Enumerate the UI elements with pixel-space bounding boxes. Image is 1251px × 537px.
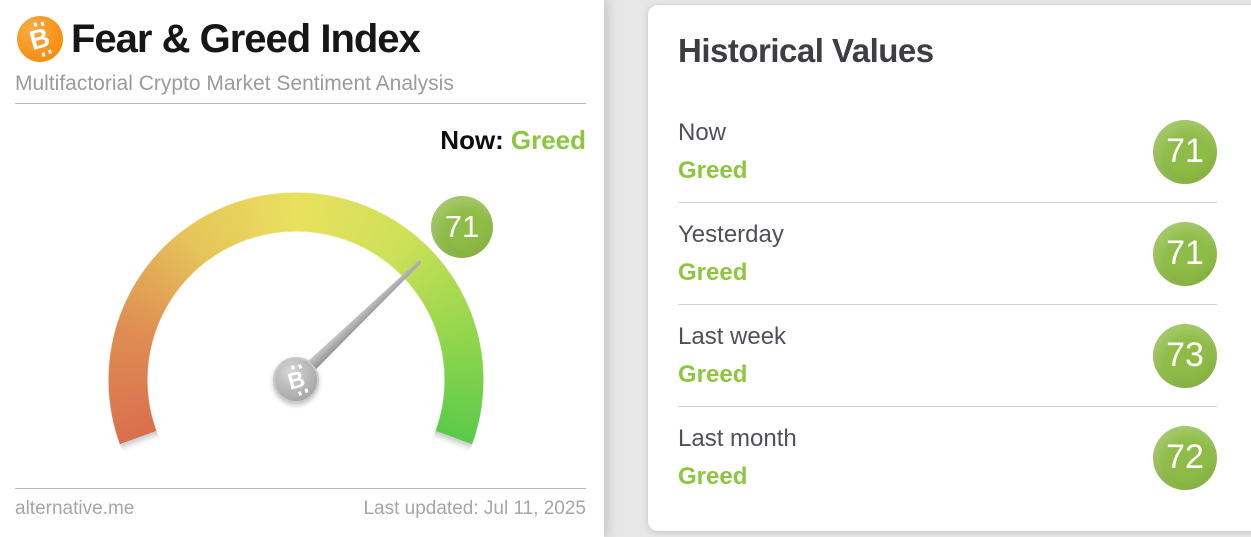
history-row: Last month Greed 72 [678, 407, 1217, 508]
history-row: Last week Greed 73 [678, 305, 1217, 407]
footer-divider [15, 488, 586, 489]
fear-greed-card: B Fear & Greed Index Multifactorial Cryp… [0, 0, 604, 537]
value-badge: 72 [1153, 425, 1217, 490]
gauge-value: 71 [444, 209, 480, 244]
gauge-value-badge: 71 [431, 196, 493, 258]
header-divider [15, 103, 586, 104]
widget-title: Fear & Greed Index [71, 17, 421, 61]
row-label: Yesterday [678, 220, 784, 248]
bitcoin-icon: B [284, 364, 308, 395]
row-value: 71 [1166, 234, 1204, 272]
historical-title: Historical Values [678, 32, 934, 69]
bitcoin-icon: B [17, 16, 63, 62]
row-sentiment: Greed [678, 156, 748, 184]
history-row: Yesterday Greed 71 [678, 203, 1217, 305]
last-updated-label: Last updated: Jul 11, 2025 [363, 498, 586, 519]
current-sentiment-line: Now: Greed [440, 125, 586, 156]
row-value: 73 [1166, 336, 1204, 374]
value-badge: 73 [1153, 323, 1217, 388]
row-label: Now [678, 118, 727, 146]
site-link[interactable]: alternative.me [15, 498, 135, 519]
now-sentiment: Greed [510, 125, 586, 155]
now-label: Now: [440, 125, 504, 155]
row-sentiment: Greed [678, 258, 748, 286]
historical-rows: Now Greed 71 Yesterday Greed 71 Last w [678, 101, 1217, 508]
row-value: 72 [1166, 438, 1204, 476]
row-sentiment: Greed [678, 360, 748, 388]
value-badge: 71 [1153, 119, 1217, 184]
historical-values-panel: Historical Values Now Greed 71 Yesterday… [648, 5, 1251, 531]
value-badge: 71 [1153, 221, 1217, 286]
history-row: Now Greed 71 [678, 101, 1217, 203]
row-value: 71 [1166, 132, 1204, 170]
row-label: Last week [678, 322, 787, 350]
gauge-chart: B 71 [0, 0, 604, 537]
row-label: Last month [678, 424, 797, 452]
row-sentiment: Greed [678, 462, 748, 490]
gauge-hub: B [273, 357, 319, 403]
widget-subtitle: Multifactorial Crypto Market Sentiment A… [15, 72, 454, 95]
